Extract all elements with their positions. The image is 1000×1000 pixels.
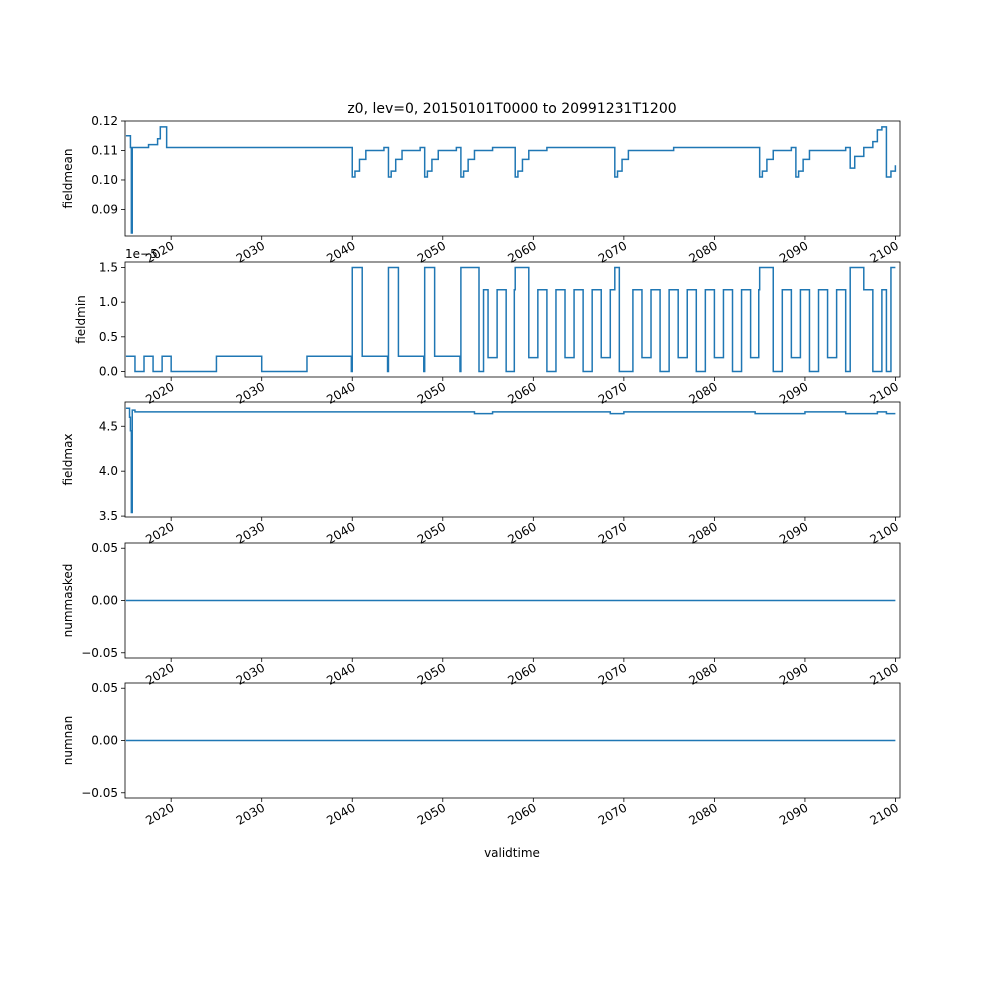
y-axis-label: fieldmin [74,295,88,344]
y-tick-label: −0.05 [81,646,118,660]
x-tick-label: 2070 [596,660,629,687]
x-tick-label: 2080 [686,379,719,406]
y-tick-label: 0.10 [91,173,118,187]
y-tick-label: 0.5 [99,330,118,344]
y-tick-label: 0.05 [91,681,118,695]
y-tick-label: −0.05 [81,786,118,800]
x-tick-label: 2090 [777,660,810,687]
axes-frame [124,261,901,378]
x-tick-label: 2100 [868,660,901,687]
y-tick-label: 0.00 [91,594,118,608]
x-tick-label: 2100 [868,379,901,406]
y-tick-label: 0.11 [91,143,118,157]
subplot-fieldmin: 0.0 0.5 1.0 1.5 2020 2030 2040 2050 2060 2070 2080… [74,247,901,407]
x-tick-label: 2050 [415,379,448,406]
x-tick-label: 2050 [415,660,448,687]
y-tick-label: 0.09 [91,202,118,216]
subplot-nummasked: −0.05 0.00 0.05 2020 2030 2040 2050 2060 2070 208… [61,541,901,688]
x-axis-label: validtime [484,846,540,860]
series-line-fieldmean [125,126,897,234]
axes-frame [124,120,901,237]
y-axis-label: numnan [61,716,75,765]
x-tick-label: 2070 [596,379,629,406]
y-axis-label: fieldmean [61,149,75,209]
x-tick-label: 2030 [234,660,267,687]
x-tick-label: 2020 [143,379,176,406]
y-offset-label: 1e−5 [125,247,158,261]
y-tick-label: 1.5 [99,261,118,275]
x-tick-label: 2060 [505,800,538,827]
x-tick-label: 2090 [777,800,810,827]
x-tick-label: 2020 [143,660,176,687]
subplot-stack: 0.09 0.10 0.11 0.12 2020 2030 2040 2050 2060 2070… [61,114,901,828]
x-tick-label: 2060 [505,660,538,687]
x-tick-label: 2080 [686,800,719,827]
series-line-fieldmin [125,266,896,373]
series-line-fieldmax [125,407,896,514]
y-tick-label: 3.5 [99,509,118,523]
x-tick-label: 2060 [505,379,538,406]
y-tick-label: 0.05 [91,541,118,555]
x-tick-label: 2040 [324,660,357,687]
x-tick-label: 2030 [234,800,267,827]
x-tick-label: 2100 [868,800,901,827]
subplot-numnan: −0.05 0.00 0.05 2020 2030 2040 2050 2060 2070 208… [61,681,901,828]
y-axis-label: nummasked [61,564,75,638]
y-tick-label: 4.5 [99,419,118,433]
x-tick-label: 2090 [777,379,810,406]
x-tick-label: 2040 [324,800,357,827]
y-tick-label: 0.00 [91,734,118,748]
axes-frame [124,401,901,518]
y-tick-label: 1.0 [99,295,118,309]
chart-title: z0, lev=0, 20150101T0000 to 20991231T120… [347,101,676,117]
x-tick-label: 2030 [234,379,267,406]
y-axis-label: fieldmax [61,433,75,485]
y-tick-label: 4.0 [99,464,118,478]
y-tick-label: 0.12 [91,114,118,128]
x-tick-label: 2040 [324,379,357,406]
x-tick-label: 2070 [596,800,629,827]
x-tick-label: 2080 [686,660,719,687]
x-tick-label: 2050 [415,800,448,827]
x-tick-label: 2020 [143,800,176,827]
y-tick-label: 0.0 [99,364,118,378]
